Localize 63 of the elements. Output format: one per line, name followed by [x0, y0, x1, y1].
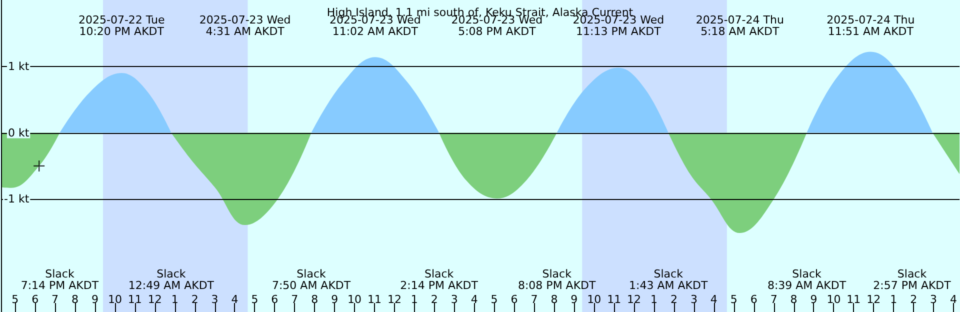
- x-tick-label: 3: [690, 293, 698, 306]
- annotation: 2025-07-24 Thu 5:18 AM AKDT: [696, 13, 784, 38]
- y-tick-label: 0 kt: [8, 126, 30, 140]
- x-tick-label: 3: [211, 293, 218, 306]
- x-tick-label: 9: [331, 293, 338, 306]
- x-tick-label: 1: [171, 293, 178, 306]
- x-tick-label: 3: [450, 293, 458, 306]
- annotation: 2025-07-23 Wed 4:31 AM AKDT: [199, 13, 291, 38]
- y-tick-label: -1 kt: [4, 192, 30, 206]
- x-tick-label: 2: [670, 293, 678, 306]
- annotation: Slack 7:50 AM AKDT: [272, 267, 351, 292]
- x-tick-label: 9: [810, 293, 818, 306]
- x-tick-label: 3: [930, 293, 938, 306]
- y-tick-label: 1 kt: [8, 60, 30, 73]
- annotation: Slack 2:14 PM AKDT: [400, 267, 478, 292]
- annotation: 2025-07-22 Tue 10:20 PM AKDT: [78, 13, 165, 38]
- x-tick-label: 8: [550, 293, 558, 306]
- x-tick-label: 11: [846, 293, 861, 306]
- x-tick-label: 10: [348, 293, 362, 306]
- x-tick-label: 7: [770, 293, 778, 306]
- x-tick-label: 4: [950, 293, 958, 306]
- x-tick-label: 1: [890, 293, 898, 306]
- x-tick-label: 9: [570, 293, 578, 306]
- x-tick-label: 5: [12, 293, 19, 306]
- x-tick-label: 8: [72, 293, 79, 306]
- x-tick-label: 2: [191, 293, 198, 306]
- x-tick-label: 11: [128, 293, 142, 306]
- x-tick-label: 11: [368, 293, 382, 306]
- x-tick-label: 7: [530, 293, 538, 306]
- x-tick-label: 7: [52, 293, 59, 306]
- x-tick-label: 6: [32, 293, 39, 306]
- x-tick-label: 5: [251, 293, 258, 306]
- annotation: Slack 8:08 PM AKDT: [518, 267, 596, 292]
- annotation: 2025-07-24 Thu 11:51 AM AKDT: [826, 13, 915, 38]
- x-tick-label: 8: [311, 293, 318, 306]
- x-tick-label: 7: [291, 293, 298, 306]
- x-tick-label: 6: [510, 293, 518, 306]
- x-tick-label: 12: [866, 293, 881, 306]
- x-tick-label: 9: [91, 293, 98, 306]
- x-tick-label: 4: [231, 293, 238, 306]
- x-tick-label: 5: [490, 293, 498, 306]
- x-tick-label: 12: [148, 293, 162, 306]
- x-tick-label: 10: [108, 293, 122, 306]
- x-tick-label: 6: [271, 293, 278, 306]
- x-tick-label: 5: [730, 293, 738, 306]
- x-tick-label: 2: [430, 293, 438, 306]
- x-tick-label: 1: [650, 293, 658, 306]
- x-tick-label: 12: [627, 293, 642, 306]
- annotation: Slack 1:43 AM AKDT: [629, 267, 708, 292]
- annotation: Slack 2:57 PM AKDT: [873, 267, 952, 292]
- x-tick-label: 12: [387, 293, 402, 306]
- x-tick-label: 1: [410, 293, 418, 306]
- x-tick-label: 10: [587, 293, 602, 306]
- x-tick-label: 4: [710, 293, 718, 306]
- x-tick-label: 8: [790, 293, 798, 306]
- annotation: Slack 7:14 PM AKDT: [20, 267, 99, 292]
- x-tick-label: 4: [470, 293, 478, 306]
- annotation: Slack 8:39 AM AKDT: [767, 267, 846, 292]
- x-tick-label: 2: [910, 293, 918, 306]
- annotation: Slack 12:49 AM AKDT: [128, 267, 214, 292]
- x-tick-label: 6: [750, 293, 758, 306]
- x-tick-label: 10: [826, 293, 841, 306]
- x-tick-label: 11: [607, 293, 622, 306]
